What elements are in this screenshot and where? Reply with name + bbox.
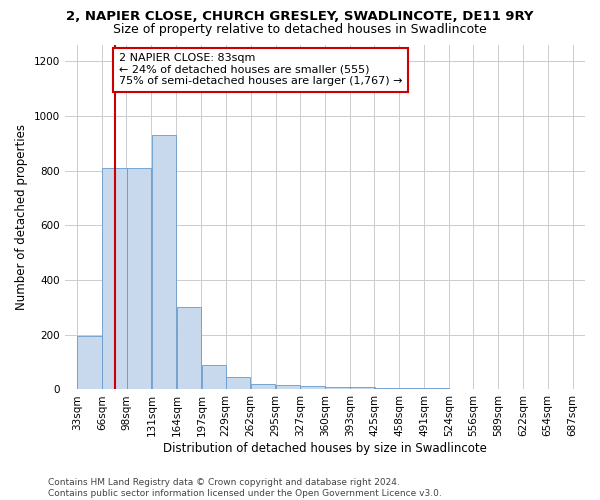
Y-axis label: Number of detached properties: Number of detached properties xyxy=(15,124,28,310)
Bar xyxy=(300,386,325,390)
Text: Size of property relative to detached houses in Swadlincote: Size of property relative to detached ho… xyxy=(113,22,487,36)
Bar xyxy=(548,389,572,390)
X-axis label: Distribution of detached houses by size in Swadlincote: Distribution of detached houses by size … xyxy=(163,442,487,455)
Bar xyxy=(176,308,201,390)
Text: 2 NAPIER CLOSE: 83sqm
← 24% of detached houses are smaller (555)
75% of semi-det: 2 NAPIER CLOSE: 83sqm ← 24% of detached … xyxy=(119,53,403,86)
Bar xyxy=(499,389,523,390)
Text: Contains HM Land Registry data © Crown copyright and database right 2024.
Contai: Contains HM Land Registry data © Crown c… xyxy=(48,478,442,498)
Bar xyxy=(226,377,250,390)
Bar xyxy=(473,389,498,390)
Bar xyxy=(251,384,275,390)
Bar xyxy=(77,336,102,390)
Bar xyxy=(573,389,597,390)
Bar xyxy=(152,135,176,390)
Bar xyxy=(524,389,548,390)
Bar xyxy=(374,388,399,390)
Bar xyxy=(350,388,374,390)
Bar xyxy=(424,388,449,390)
Bar xyxy=(276,386,301,390)
Bar xyxy=(400,388,424,390)
Bar xyxy=(202,365,226,390)
Bar xyxy=(325,386,350,390)
Bar xyxy=(449,388,474,390)
Bar xyxy=(127,168,151,390)
Bar xyxy=(103,168,127,390)
Text: 2, NAPIER CLOSE, CHURCH GRESLEY, SWADLINCOTE, DE11 9RY: 2, NAPIER CLOSE, CHURCH GRESLEY, SWADLIN… xyxy=(66,10,534,23)
